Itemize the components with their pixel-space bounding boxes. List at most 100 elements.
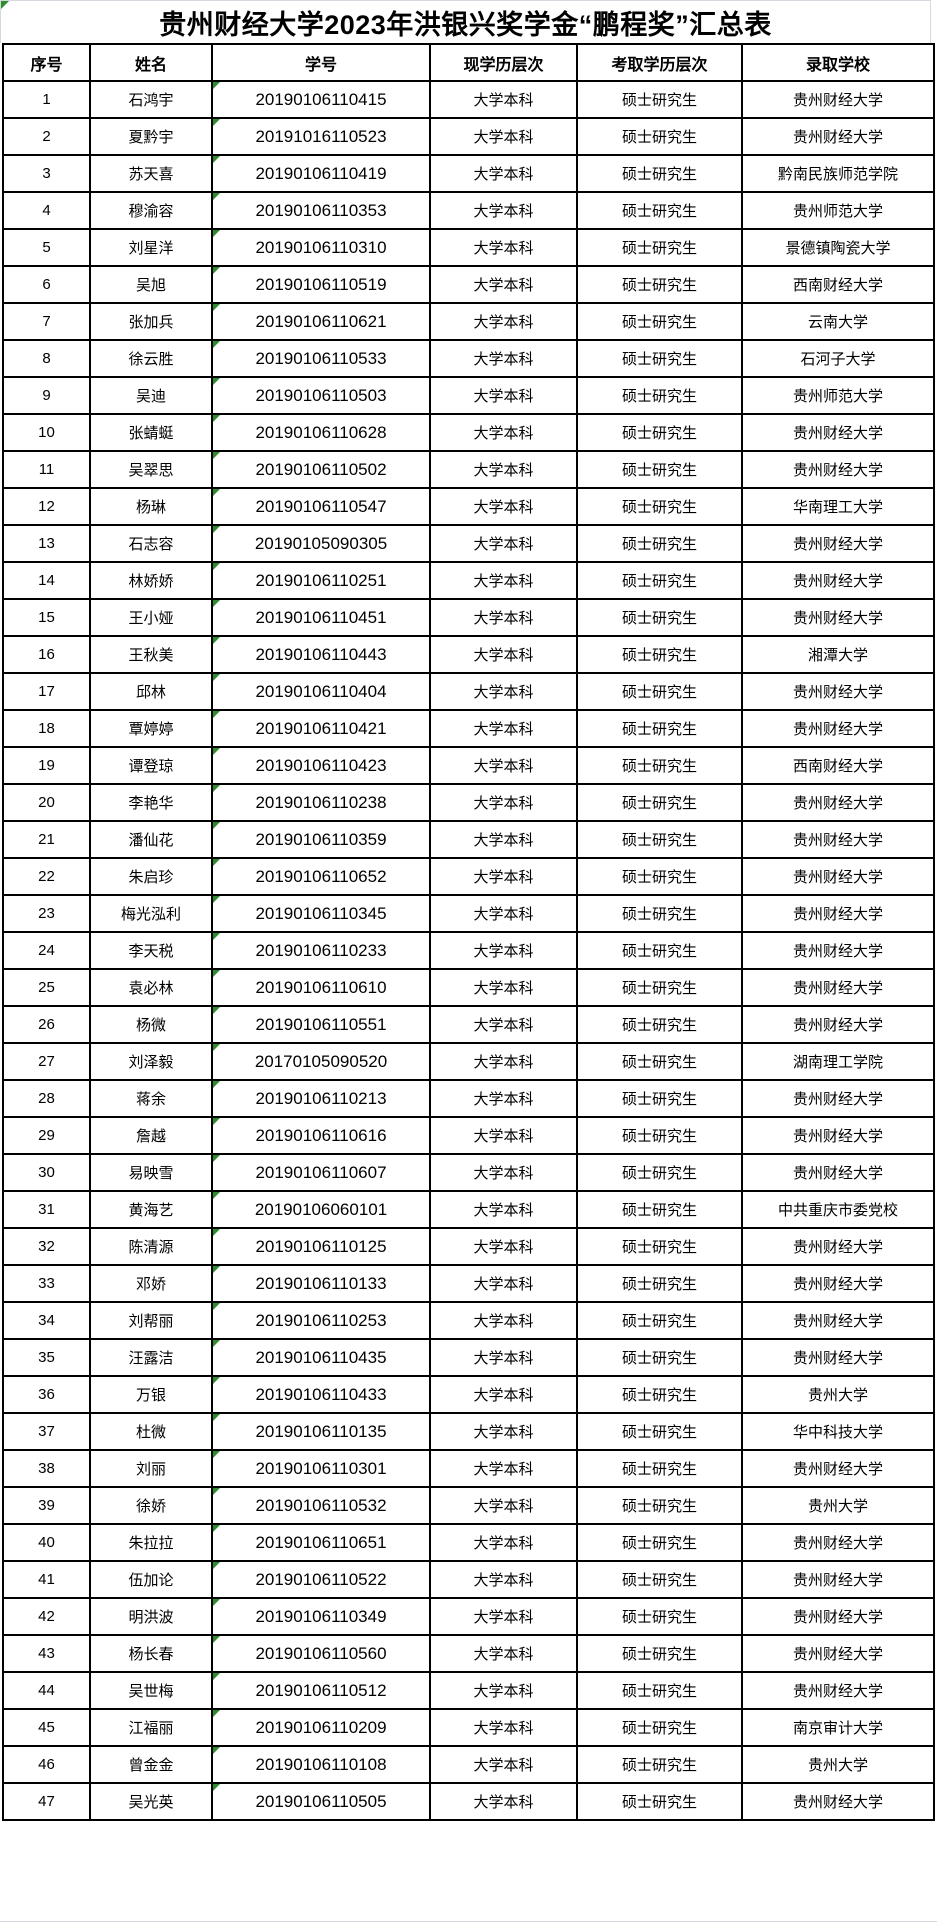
- cell-admitted-degree: 硕士研究生: [576, 1153, 743, 1192]
- cell-student-id: 20190106110415: [211, 80, 431, 119]
- cell-serial-number: 2: [2, 117, 91, 156]
- cell-serial-number: 28: [2, 1079, 91, 1118]
- cell-admitted-school: 贵州财经大学: [741, 857, 935, 896]
- cell-current-degree: 大学本科: [429, 561, 578, 600]
- cell-serial-number: 39: [2, 1486, 91, 1525]
- cell-serial-number: 4: [2, 191, 91, 230]
- cell-current-degree: 大学本科: [429, 339, 578, 378]
- cell-student-id: 20190106110607: [211, 1153, 431, 1192]
- cell-admitted-school: 贵州师范大学: [741, 376, 935, 415]
- table-row: 25 袁必林 20190106110610 大学本科 硕士研究生 贵州财经大学: [2, 968, 935, 1007]
- cell-admitted-degree: 硕士研究生: [576, 154, 743, 193]
- cell-serial-number: 44: [2, 1671, 91, 1710]
- cell-admitted-school: 贵州财经大学: [741, 1560, 935, 1599]
- cell-serial-number: 36: [2, 1375, 91, 1414]
- table-row: 40 朱拉拉 20190106110651 大学本科 硕士研究生 贵州财经大学: [2, 1523, 935, 1562]
- cell-student-name: 吴世梅: [89, 1671, 213, 1710]
- cell-admitted-school: 贵州财经大学: [741, 1116, 935, 1155]
- cell-admitted-school: 贵州财经大学: [741, 117, 935, 156]
- cell-current-degree: 大学本科: [429, 1671, 578, 1710]
- table-row: 42 明洪波 20190106110349 大学本科 硕士研究生 贵州财经大学: [2, 1597, 935, 1636]
- cell-student-id: 20190106110532: [211, 1486, 431, 1525]
- table-row: 13 石志容 20190105090305 大学本科 硕士研究生 贵州财经大学: [2, 524, 935, 563]
- cell-serial-number: 32: [2, 1227, 91, 1266]
- table-row: 6 吴旭 20190106110519 大学本科 硕士研究生 西南财经大学: [2, 265, 935, 304]
- cell-student-name: 夏黔宇: [89, 117, 213, 156]
- cell-current-degree: 大学本科: [429, 783, 578, 822]
- table-row: 4 穆渝容 20190106110353 大学本科 硕士研究生 贵州师范大学: [2, 191, 935, 230]
- cell-student-name: 徐云胜: [89, 339, 213, 378]
- cell-serial-number: 15: [2, 598, 91, 637]
- cell-student-name: 谭登琼: [89, 746, 213, 785]
- table-row: 38 刘丽 20190106110301 大学本科 硕士研究生 贵州财经大学: [2, 1449, 935, 1488]
- cell-current-degree: 大学本科: [429, 1227, 578, 1266]
- cell-admitted-degree: 硕士研究生: [576, 524, 743, 563]
- cell-student-id: 20170105090520: [211, 1042, 431, 1081]
- cell-serial-number: 8: [2, 339, 91, 378]
- cell-student-id: 20190106110551: [211, 1005, 431, 1044]
- cell-admitted-degree: 硕士研究生: [576, 968, 743, 1007]
- cell-student-name: 陈清源: [89, 1227, 213, 1266]
- cell-current-degree: 大学本科: [429, 857, 578, 896]
- cell-current-degree: 大学本科: [429, 1523, 578, 1562]
- cell-current-degree: 大学本科: [429, 1116, 578, 1155]
- cell-admitted-degree: 硕士研究生: [576, 487, 743, 526]
- cell-student-name: 吴迪: [89, 376, 213, 415]
- cell-student-id: 20190106110522: [211, 1560, 431, 1599]
- cell-admitted-degree: 硕士研究生: [576, 1745, 743, 1784]
- cell-student-id: 20190106110651: [211, 1523, 431, 1562]
- table-row: 30 易映雪 20190106110607 大学本科 硕士研究生 贵州财经大学: [2, 1153, 935, 1192]
- header-admitted-degree: 考取学历层次: [576, 43, 743, 82]
- table-row: 47 吴光英 20190106110505 大学本科 硕士研究生 贵州财经大学: [2, 1782, 935, 1821]
- table-row: 14 林娇娇 20190106110251 大学本科 硕士研究生 贵州财经大学: [2, 561, 935, 600]
- cell-admitted-school: 贵州财经大学: [741, 931, 935, 970]
- cell-admitted-degree: 硕士研究生: [576, 1782, 743, 1821]
- page-title: 贵州财经大学2023年洪银兴奖学金“鹏程奖”汇总表: [159, 9, 772, 40]
- table-row: 36 万银 20190106110433 大学本科 硕士研究生 贵州大学: [2, 1375, 935, 1414]
- cell-admitted-degree: 硕士研究生: [576, 1560, 743, 1599]
- cell-student-name: 黄海艺: [89, 1190, 213, 1229]
- cell-admitted-school: 华南理工大学: [741, 487, 935, 526]
- table-row: 21 潘仙花 20190106110359 大学本科 硕士研究生 贵州财经大学: [2, 820, 935, 859]
- cell-admitted-school: 贵州财经大学: [741, 820, 935, 859]
- cell-admitted-school: 中共重庆市委党校: [741, 1190, 935, 1229]
- cell-serial-number: 6: [2, 265, 91, 304]
- table-row: 12 杨琳 20190106110547 大学本科 硕士研究生 华南理工大学: [2, 487, 935, 526]
- cell-current-degree: 大学本科: [429, 487, 578, 526]
- cell-student-name: 朱拉拉: [89, 1523, 213, 1562]
- cell-admitted-school: 贵州财经大学: [741, 561, 935, 600]
- cell-serial-number: 17: [2, 672, 91, 711]
- cell-student-id: 20190106110345: [211, 894, 431, 933]
- cell-serial-number: 12: [2, 487, 91, 526]
- cell-serial-number: 35: [2, 1338, 91, 1377]
- cell-student-name: 朱启珍: [89, 857, 213, 896]
- cell-admitted-degree: 硕士研究生: [576, 191, 743, 230]
- cell-student-name: 刘丽: [89, 1449, 213, 1488]
- table-row: 35 汪露洁 20190106110435 大学本科 硕士研究生 贵州财经大学: [2, 1338, 935, 1377]
- cell-student-id: 20190106110503: [211, 376, 431, 415]
- cell-current-degree: 大学本科: [429, 376, 578, 415]
- cell-admitted-school: 贵州师范大学: [741, 191, 935, 230]
- cell-current-degree: 大学本科: [429, 228, 578, 267]
- cell-current-degree: 大学本科: [429, 1375, 578, 1414]
- table-row: 44 吴世梅 20190106110512 大学本科 硕士研究生 贵州财经大学: [2, 1671, 935, 1710]
- cell-current-degree: 大学本科: [429, 746, 578, 785]
- cell-student-id: 20190105090305: [211, 524, 431, 563]
- cell-student-id: 20190106110310: [211, 228, 431, 267]
- cell-admitted-school: 湘潭大学: [741, 635, 935, 674]
- cell-current-degree: 大学本科: [429, 302, 578, 341]
- cell-student-id: 20190106110502: [211, 450, 431, 489]
- cell-current-degree: 大学本科: [429, 1412, 578, 1451]
- cell-student-id: 20190106110435: [211, 1338, 431, 1377]
- cell-student-id: 20190106110610: [211, 968, 431, 1007]
- cell-current-degree: 大学本科: [429, 820, 578, 859]
- cell-current-degree: 大学本科: [429, 1560, 578, 1599]
- cell-student-id: 20190106110108: [211, 1745, 431, 1784]
- cell-student-name: 杜微: [89, 1412, 213, 1451]
- cell-current-degree: 大学本科: [429, 1005, 578, 1044]
- cell-serial-number: 26: [2, 1005, 91, 1044]
- cell-admitted-school: 贵州财经大学: [741, 1227, 935, 1266]
- cell-current-degree: 大学本科: [429, 1190, 578, 1229]
- cell-student-name: 邓娇: [89, 1264, 213, 1303]
